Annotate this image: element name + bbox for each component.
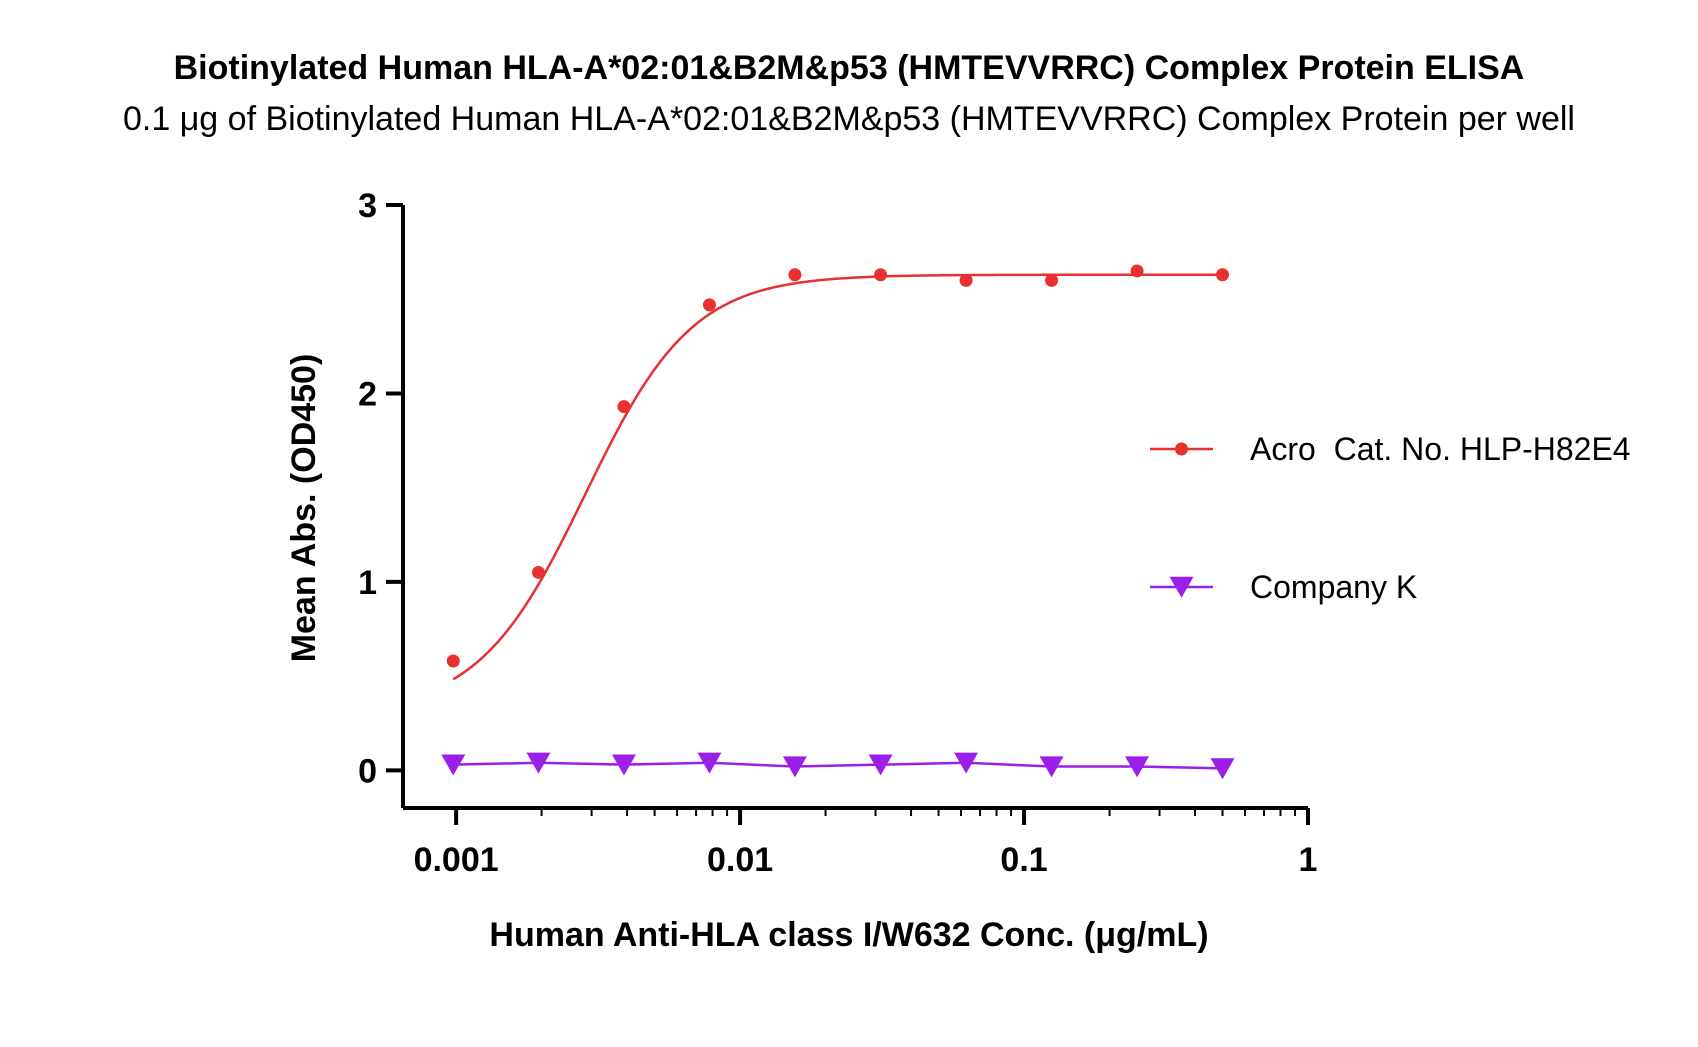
series-1-point xyxy=(1125,756,1150,778)
series-0-point xyxy=(874,268,888,282)
series-1-point xyxy=(697,752,722,774)
y-tick-label-1: 1 xyxy=(358,564,377,602)
y-tick-label-0: 0 xyxy=(358,752,377,790)
legend-label-1: Company K xyxy=(1250,569,1417,605)
series-0-point xyxy=(1130,264,1144,278)
series-0-point xyxy=(959,273,973,287)
x-tick-label-0.001: 0.001 xyxy=(414,841,499,879)
legend: Acro Cat. No. HLP-H82E4 Company K xyxy=(1150,431,1631,605)
y-tick-label-3: 3 xyxy=(358,187,377,225)
legend-marker-1 xyxy=(1169,576,1194,598)
series-1-point xyxy=(526,752,551,774)
series-1-point xyxy=(1039,756,1064,778)
legend-label-0: Acro Cat. No. HLP-H82E4 xyxy=(1250,431,1631,467)
series-0-point xyxy=(788,268,802,282)
series-0-point xyxy=(1216,268,1230,282)
series-0-point xyxy=(617,400,631,414)
chart-subtitle: 0.1 μg of Biotinylated Human HLA-A*02:01… xyxy=(123,100,1575,138)
series-1-point xyxy=(441,754,466,776)
series-0-point xyxy=(702,298,716,312)
series-0-point xyxy=(1045,273,1059,287)
series-0-curve xyxy=(452,273,1223,681)
series-1-point xyxy=(1210,758,1235,780)
y-tick-label-2: 2 xyxy=(358,375,377,413)
x-tick-label-0.01: 0.01 xyxy=(707,841,773,879)
series-0-point xyxy=(446,654,460,668)
legend-marker-0 xyxy=(1175,442,1188,456)
series-1-point xyxy=(954,752,979,774)
x-tick-label-0.1: 0.1 xyxy=(1000,841,1047,879)
series-1-point xyxy=(868,754,893,776)
series-1-point xyxy=(611,754,636,776)
x-tick-label-1: 1 xyxy=(1299,841,1318,879)
axes: 0 1 2 3 0.001 0.01 0.1 1 xyxy=(358,187,1317,879)
series-0-point xyxy=(531,565,545,579)
series-1-curve xyxy=(453,761,1223,770)
x-axis-title: Human Anti-HLA class I/W632 Conc. (μg/mL… xyxy=(489,916,1208,954)
y-axis-title: Mean Abs. (OD450) xyxy=(285,354,323,663)
data-markers xyxy=(441,264,1235,780)
fit-curves xyxy=(452,273,1223,770)
chart-title: Biotinylated Human HLA-A*02:01&B2M&p53 (… xyxy=(174,49,1525,87)
series-1-point xyxy=(782,756,807,778)
